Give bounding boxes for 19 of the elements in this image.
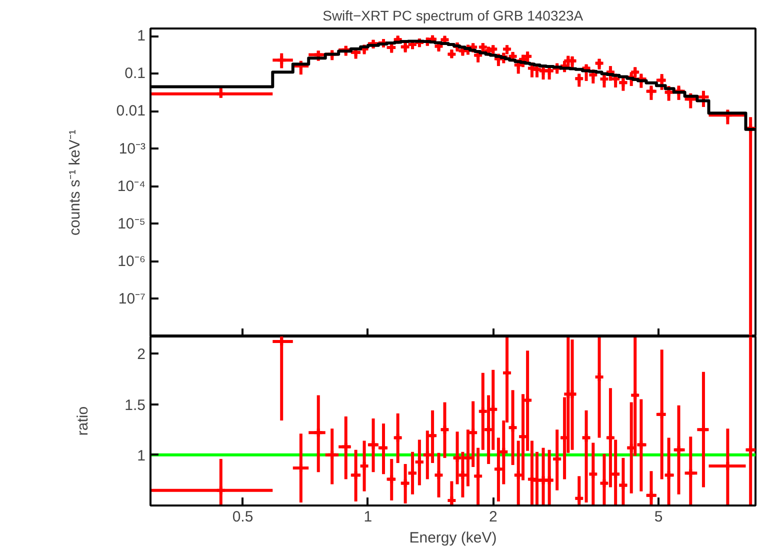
y-tick-label: 10⁻³ xyxy=(118,140,146,158)
x-tick-label: 0.5 xyxy=(232,508,254,526)
x-tick-label: 5 xyxy=(654,508,663,526)
y-tick-label: 10⁻⁷ xyxy=(118,290,146,308)
y-axis-title: ratio xyxy=(74,406,92,436)
y-axis-title: counts s⁻¹ keV⁻¹ xyxy=(66,130,84,236)
y-tick-label: 1 xyxy=(137,28,146,45)
chart-title: Swift−XRT PC spectrum of GRB 140323A xyxy=(322,8,584,24)
x-tick-label: 1 xyxy=(364,508,372,526)
y-tick-label: 10⁻⁴ xyxy=(117,178,146,195)
y-tick-label: 10⁻⁵ xyxy=(118,215,146,232)
y-tick-label: 2 xyxy=(137,346,146,364)
y-tick-label: 0.01 xyxy=(116,102,146,120)
x-tick-label: 2 xyxy=(488,508,498,526)
y-tick-label: 1 xyxy=(137,447,146,464)
x-axis-title: Energy (keV) xyxy=(409,530,497,546)
y-tick-label: 10⁻⁶ xyxy=(118,252,146,270)
y-tick-label: 0.1 xyxy=(124,65,146,82)
y-tick-label: 1.5 xyxy=(124,396,146,414)
